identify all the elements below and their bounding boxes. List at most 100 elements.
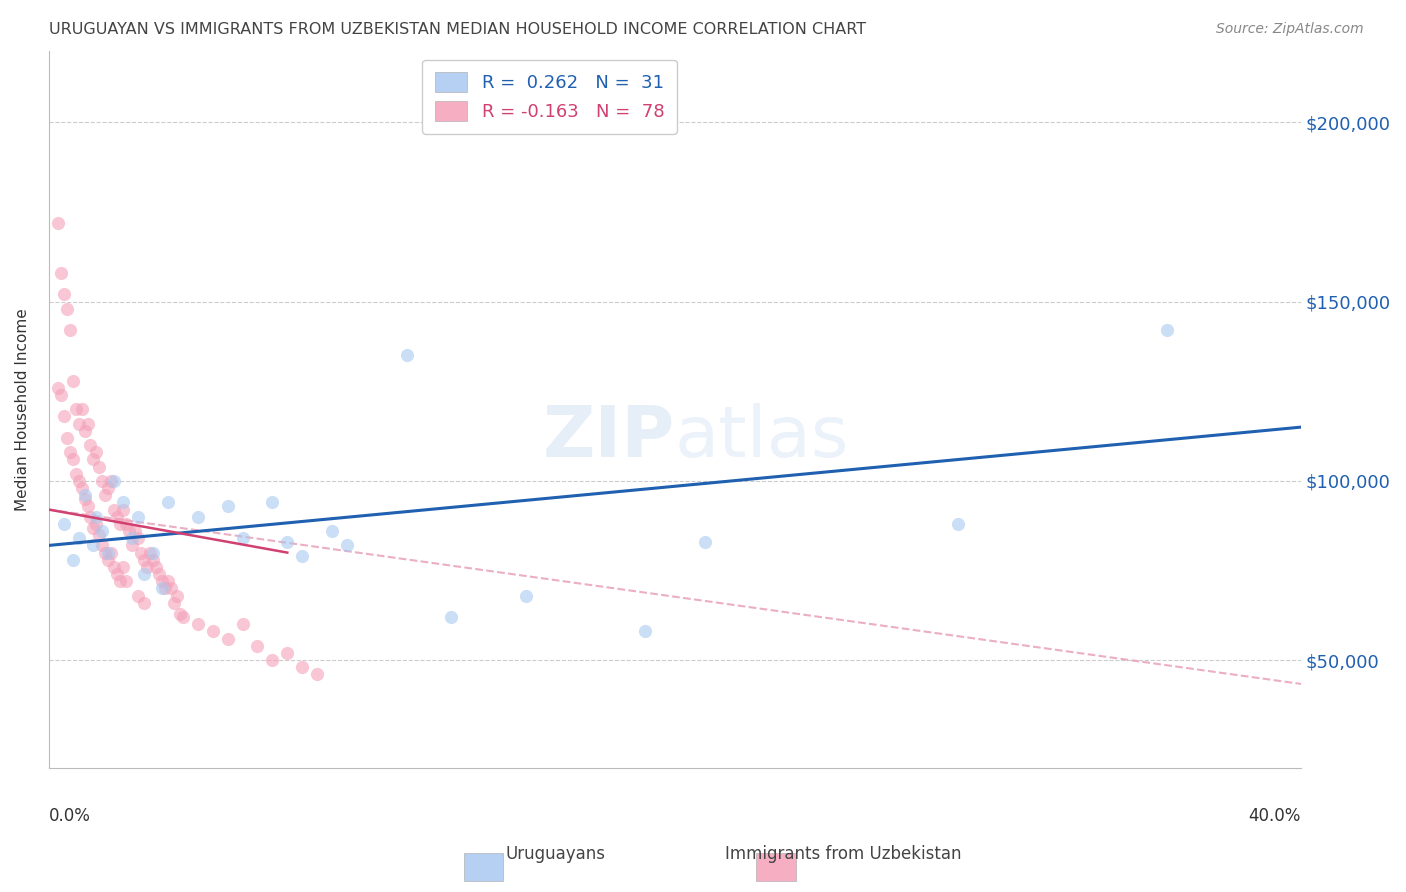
Text: Uruguayans: Uruguayans xyxy=(505,846,606,863)
Point xyxy=(79,438,101,452)
Point xyxy=(121,538,143,552)
Point xyxy=(115,516,138,531)
Point xyxy=(142,553,165,567)
Point xyxy=(336,538,359,552)
Point xyxy=(150,582,173,596)
Point xyxy=(76,499,98,513)
Point xyxy=(246,639,269,653)
Point xyxy=(163,596,186,610)
Point xyxy=(110,516,132,531)
Text: URUGUAYAN VS IMMIGRANTS FROM UZBEKISTAN MEDIAN HOUSEHOLD INCOME CORRELATION CHAR: URUGUAYAN VS IMMIGRANTS FROM UZBEKISTAN … xyxy=(49,22,866,37)
Point xyxy=(86,516,108,531)
Point xyxy=(1156,323,1178,337)
Point xyxy=(55,431,77,445)
Point xyxy=(70,481,93,495)
Point xyxy=(86,509,108,524)
Point xyxy=(97,546,120,560)
Point xyxy=(82,520,104,534)
Point xyxy=(89,527,111,541)
Point xyxy=(118,524,141,538)
Point xyxy=(262,653,284,667)
Point xyxy=(110,574,132,589)
Point xyxy=(94,546,117,560)
Text: 0.0%: 0.0% xyxy=(49,807,90,825)
Point xyxy=(103,474,125,488)
Point xyxy=(100,546,122,560)
Point xyxy=(91,524,114,538)
Point xyxy=(136,560,159,574)
Point xyxy=(100,474,122,488)
Point xyxy=(156,574,179,589)
Point xyxy=(65,402,87,417)
Point xyxy=(52,287,75,301)
Point xyxy=(187,617,209,632)
Point xyxy=(172,610,194,624)
Point xyxy=(121,531,143,545)
Point xyxy=(105,567,128,582)
Point xyxy=(693,534,716,549)
Point xyxy=(134,553,156,567)
Point xyxy=(49,266,72,280)
Point xyxy=(103,560,125,574)
Point xyxy=(134,596,156,610)
Point xyxy=(76,417,98,431)
Point xyxy=(139,546,162,560)
Text: ZIP: ZIP xyxy=(543,403,675,473)
Point xyxy=(62,452,84,467)
Point xyxy=(321,524,343,538)
Point xyxy=(148,567,170,582)
Legend: R =  0.262   N =  31, R = -0.163   N =  78: R = 0.262 N = 31, R = -0.163 N = 78 xyxy=(422,60,678,134)
Point xyxy=(150,574,173,589)
Point xyxy=(103,502,125,516)
Point xyxy=(59,323,82,337)
Point xyxy=(153,582,176,596)
Point xyxy=(276,646,298,660)
Point xyxy=(156,495,179,509)
Point xyxy=(232,617,254,632)
Point xyxy=(262,495,284,509)
Point xyxy=(89,459,111,474)
Point xyxy=(291,549,314,564)
Point xyxy=(59,445,82,459)
Point xyxy=(112,502,135,516)
Point xyxy=(49,388,72,402)
Point xyxy=(134,567,156,582)
Point xyxy=(46,381,69,395)
Point xyxy=(97,553,120,567)
Point xyxy=(67,474,90,488)
Point xyxy=(97,481,120,495)
Point xyxy=(86,445,108,459)
Point xyxy=(124,524,146,538)
Point xyxy=(52,409,75,424)
Point xyxy=(115,574,138,589)
Point xyxy=(946,516,969,531)
Text: 40.0%: 40.0% xyxy=(1249,807,1301,825)
Point xyxy=(112,560,135,574)
Point xyxy=(515,589,537,603)
Point xyxy=(145,560,167,574)
Point xyxy=(62,553,84,567)
Point xyxy=(70,402,93,417)
Text: Immigrants from Uzbekistan: Immigrants from Uzbekistan xyxy=(725,846,962,863)
Point xyxy=(112,495,135,509)
Point xyxy=(169,607,191,621)
Point xyxy=(127,531,149,545)
Point xyxy=(55,301,77,316)
Point xyxy=(73,424,96,438)
Point xyxy=(82,452,104,467)
Point xyxy=(217,499,239,513)
Point xyxy=(73,488,96,502)
Point xyxy=(65,467,87,481)
Point xyxy=(91,474,114,488)
Point xyxy=(395,348,418,362)
Y-axis label: Median Household Income: Median Household Income xyxy=(15,308,30,510)
Point xyxy=(291,660,314,674)
Point xyxy=(67,417,90,431)
Point xyxy=(166,589,188,603)
Point xyxy=(634,624,657,639)
Point xyxy=(82,538,104,552)
Point xyxy=(127,589,149,603)
Point xyxy=(142,546,165,560)
Point xyxy=(79,509,101,524)
Point xyxy=(217,632,239,646)
